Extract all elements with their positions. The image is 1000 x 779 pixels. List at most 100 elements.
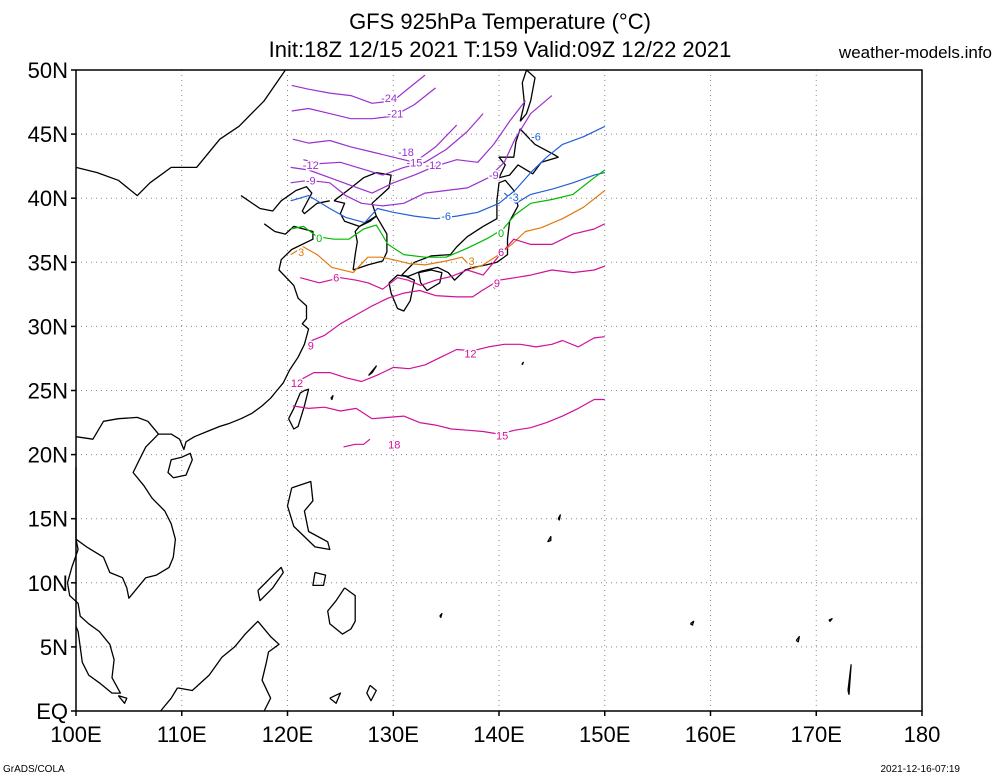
contour-label: 15 — [496, 430, 508, 442]
coastline-segment — [158, 223, 314, 451]
contour--15: -15 — [303, 113, 484, 176]
contour-line — [294, 336, 605, 384]
lat-tick-label: EQ — [36, 699, 68, 724]
coastline-segment — [327, 587, 356, 635]
coastline-segment — [286, 480, 331, 551]
coastline-segment — [828, 618, 833, 622]
contour-line — [290, 190, 606, 274]
contour-label: -15 — [406, 157, 422, 169]
coastline-segment — [493, 284, 498, 289]
coastline-segment — [312, 571, 327, 587]
coastline-segment — [401, 179, 519, 281]
contour--24: -24 — [291, 74, 426, 107]
title-line-2: Init:18Z 12/15 2021 T:159 Valid:09Z 12/2… — [268, 37, 732, 62]
coastline-segment — [240, 186, 330, 215]
coastline-segment — [439, 612, 443, 619]
longitude-tick-labels: 100E 110E 120E 130E 140E 150E 160E 170E 180 — [50, 711, 940, 747]
contour-line — [291, 74, 426, 104]
coastline-segment — [521, 361, 524, 366]
contour-line — [290, 100, 526, 194]
coastline-segment — [689, 620, 695, 626]
lat-tick-label: 25N — [28, 379, 68, 404]
contour--12: -12 -12 — [290, 100, 526, 194]
lat-tick-label: 10N — [28, 571, 68, 596]
lon-tick-label: 180 — [904, 722, 941, 747]
coastline-segment — [330, 394, 334, 401]
contour-line — [290, 95, 553, 207]
lon-tick-label: 150E — [579, 722, 630, 747]
coastline-segment — [333, 171, 392, 228]
lon-tick-label: 100E — [50, 722, 101, 747]
contour--6: -6 -6 — [290, 125, 606, 225]
temperature-contours: -24-21-18-15-12 -12-9 -9-6-6-30 03366991212… — [289, 74, 606, 453]
contour-line — [291, 87, 436, 120]
contour-label: -12 — [425, 160, 441, 172]
latitude-tick-labels: 50N 45N 40N 35N 30N 25N 20N 15N 10N 5N EQ — [28, 58, 76, 724]
coastline-segment — [288, 388, 310, 430]
lat-tick-label: 40N — [28, 186, 68, 211]
contour-label: 12 — [291, 378, 303, 390]
coastline-segment — [366, 684, 377, 702]
coastline-segment — [417, 269, 443, 292]
coastline-segment — [75, 416, 177, 599]
lon-tick-label: 140E — [473, 722, 524, 747]
contour-line — [290, 169, 606, 258]
coastline-segment — [519, 69, 536, 122]
coastline-segment — [368, 365, 377, 376]
lon-tick-label: 110E — [157, 722, 207, 747]
contour-line — [308, 265, 606, 343]
coastline-segment — [795, 635, 800, 643]
site-credit: weather-models.info — [838, 43, 992, 62]
contour-label: 3 — [298, 247, 304, 259]
coastline-segment — [329, 692, 342, 704]
contour-3: 33 — [290, 190, 606, 274]
lat-tick-label: 45N — [28, 122, 68, 147]
coastline-segment — [257, 566, 284, 602]
contour-label: -12 — [303, 160, 319, 172]
contour-label: 0 — [498, 228, 504, 240]
coastline-segment — [66, 539, 122, 694]
contour-label: 0 — [316, 233, 322, 245]
coastlines — [66, 69, 852, 712]
contour-label: 9 — [494, 278, 500, 290]
contour-line — [343, 438, 371, 448]
coastline-segment — [75, 69, 286, 197]
contour-label: -6 — [441, 211, 451, 223]
contour-15: 15 — [292, 398, 605, 444]
contour--21: -21 — [291, 87, 436, 122]
lon-tick-label: 130E — [368, 722, 419, 747]
contour-18: 18 — [343, 438, 402, 453]
contour-line — [292, 398, 605, 435]
contour-6: 66 — [300, 223, 606, 290]
contour-line — [503, 172, 605, 204]
footer-timestamp: 2021-12-16-07:19 — [880, 764, 960, 775]
graticule — [76, 70, 922, 711]
contour-line — [300, 223, 606, 290]
lat-tick-label: 5N — [40, 635, 68, 660]
contour-label: -3 — [509, 192, 519, 204]
contour-label: -9 — [489, 170, 499, 182]
contour--3: -3 — [503, 172, 605, 205]
contour-line — [290, 125, 606, 224]
title-line-1: GFS 925hPa Temperature (°C) — [349, 9, 651, 34]
lon-tick-label: 170E — [791, 722, 842, 747]
lat-tick-label: 20N — [28, 443, 68, 468]
lat-tick-label: 30N — [28, 314, 68, 339]
contour-line — [292, 124, 458, 163]
coastline-segment — [388, 274, 416, 312]
lat-tick-label: 35N — [28, 250, 68, 275]
coastline-segment — [847, 664, 852, 695]
contour-label: 12 — [464, 348, 476, 360]
coastline-segment — [547, 535, 552, 543]
coastline-segment — [557, 514, 561, 521]
lat-tick-label: 50N — [28, 58, 68, 83]
lon-tick-label: 160E — [685, 722, 736, 747]
contour-label: -24 — [381, 93, 397, 105]
contour-label: 9 — [308, 341, 314, 353]
contour-label: -9 — [306, 175, 316, 187]
coastline-segment — [177, 620, 280, 712]
footer-software: GrADS/COLA — [3, 764, 65, 775]
contour-line — [303, 113, 484, 176]
